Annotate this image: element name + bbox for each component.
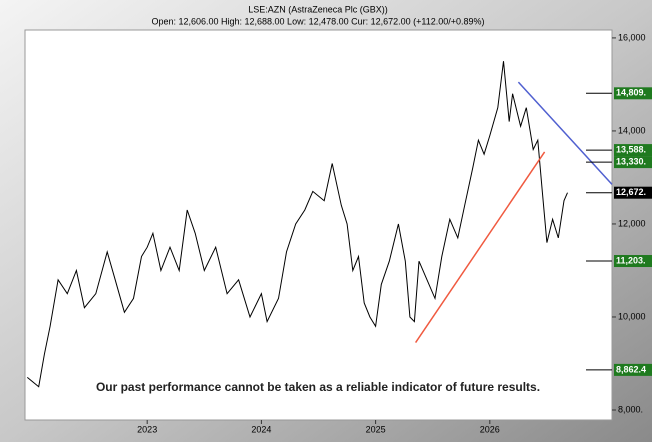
y-tick-label: 12,000 <box>618 218 646 228</box>
level-box <box>614 144 652 157</box>
level-label: 14,809. <box>616 88 646 98</box>
y-tick-label: 16,000 <box>618 32 646 42</box>
x-tick-label: 2024 <box>251 424 271 434</box>
y-tick-label: 10,000 <box>618 311 646 321</box>
level-box <box>614 186 652 199</box>
level-box <box>614 156 652 169</box>
level-label: 13,330. <box>616 156 646 166</box>
chart-title: LSE:AZN (AstraZeneca Plc (GBX)) <box>248 4 388 14</box>
y-tick-label: 8,000. <box>618 404 643 414</box>
trend-line <box>517 81 613 185</box>
level-box <box>614 363 652 376</box>
level-label: 13,588. <box>616 144 646 154</box>
level-box <box>614 87 652 100</box>
level-label: 11,203. <box>616 255 646 265</box>
chart-subtitle: Open: 12,606.00 High: 12,688.00 Low: 12,… <box>151 16 484 26</box>
x-tick-label: 2026 <box>480 424 500 434</box>
x-tick-label: 2023 <box>137 424 157 434</box>
level-label: 8,862.4 <box>616 364 646 374</box>
disclaimer: Our past performance cannot be taken as … <box>96 380 540 394</box>
plot-area <box>24 29 613 421</box>
x-tick-label: 2025 <box>366 424 386 434</box>
price-line <box>26 61 568 388</box>
level-box <box>614 255 652 268</box>
y-tick-label: 14,000 <box>618 125 646 135</box>
level-label: 12,672. <box>616 187 646 197</box>
trend-line <box>414 151 546 344</box>
